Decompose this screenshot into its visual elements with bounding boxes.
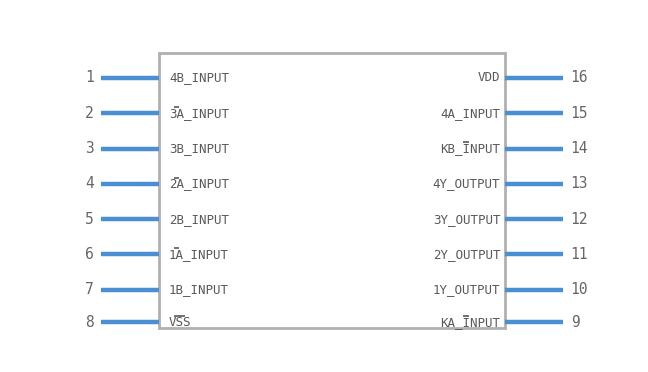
Text: 16: 16	[571, 70, 588, 85]
Text: KA_INPUT: KA_INPUT	[441, 316, 500, 329]
Text: 12: 12	[571, 212, 588, 227]
Text: 15: 15	[571, 106, 588, 121]
Text: VDD: VDD	[478, 71, 500, 84]
Text: 9: 9	[571, 315, 579, 330]
Text: 1: 1	[85, 70, 93, 85]
Text: 3B_INPUT: 3B_INPUT	[169, 142, 229, 155]
Text: 14: 14	[571, 141, 588, 156]
Text: 8: 8	[85, 315, 93, 330]
Text: 13: 13	[571, 176, 588, 191]
Text: VSS: VSS	[169, 316, 191, 329]
Text: 4B_INPUT: 4B_INPUT	[169, 71, 229, 84]
Text: 11: 11	[571, 247, 588, 262]
Text: 5: 5	[85, 212, 93, 227]
Text: 2Y_OUTPUT: 2Y_OUTPUT	[433, 248, 500, 261]
Text: 3A_INPUT: 3A_INPUT	[169, 107, 229, 120]
Text: 7: 7	[85, 282, 93, 297]
Text: 1Y_OUTPUT: 1Y_OUTPUT	[433, 283, 500, 296]
Text: 2: 2	[85, 106, 93, 121]
Text: 10: 10	[571, 282, 588, 297]
Text: 3: 3	[85, 141, 93, 156]
Text: 2A_INPUT: 2A_INPUT	[169, 177, 229, 190]
Text: 4Y_OUTPUT: 4Y_OUTPUT	[433, 177, 500, 190]
Text: 1A_INPUT: 1A_INPUT	[169, 248, 229, 261]
Text: 6: 6	[85, 247, 93, 262]
Text: 1B_INPUT: 1B_INPUT	[169, 283, 229, 296]
Text: 4A_INPUT: 4A_INPUT	[441, 107, 500, 120]
Text: KB_INPUT: KB_INPUT	[441, 142, 500, 155]
Text: 3Y_OUTPUT: 3Y_OUTPUT	[433, 212, 500, 225]
Text: 2B_INPUT: 2B_INPUT	[169, 212, 229, 225]
Text: 4: 4	[85, 176, 93, 191]
Bar	[159, 53, 505, 328]
